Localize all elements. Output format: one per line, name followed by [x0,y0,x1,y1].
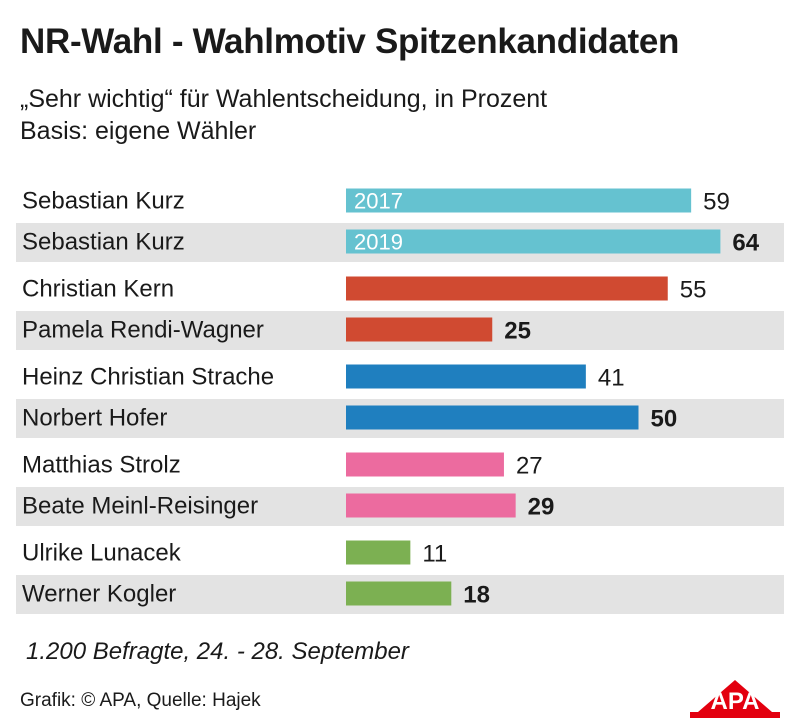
value-label: 11 [422,541,447,568]
bar-year-label: 2017 [354,189,403,214]
logo-text: APA [711,688,760,715]
value-label: 64 [732,230,759,257]
category-label: Beate Meinl-Reisinger [22,493,258,520]
category-label: Norbert Hofer [22,405,167,432]
chart-subtitle: „Sehr wichtig“ für Wahlentscheidung, in … [20,83,547,147]
value-label: 50 [651,406,678,433]
category-label: Pamela Rendi-Wagner [22,317,264,344]
survey-note: 1.200 Befragte, 24. - 28. September [26,638,409,665]
source-credit: Grafik: © APA, Quelle: Hajek [20,690,261,711]
bar [346,317,493,342]
bar [346,452,504,477]
bar [346,276,668,301]
bar [346,493,516,518]
category-label: Ulrike Lunacek [22,540,182,567]
apa-logo: APA [690,680,780,718]
bar [346,405,639,430]
value-label: 55 [680,277,707,304]
value-label: 41 [598,365,625,392]
value-label: 59 [703,189,730,216]
bar [346,581,452,606]
value-label: 18 [463,582,490,609]
category-label: Sebastian Kurz [22,188,185,215]
bar-chart: Sebastian Kurz 2017 59 Sebastian Kurz 2019 64… [16,188,784,614]
value-label: 29 [528,494,555,521]
value-label: 25 [504,318,531,345]
bar [346,364,586,389]
category-label: Christian Kern [22,276,174,303]
bar [346,188,692,213]
bar [346,540,411,565]
category-label: Matthias Strolz [22,452,181,479]
subtitle-line-2: Basis: eigene Wähler [20,117,257,145]
category-label: Sebastian Kurz [22,229,185,256]
category-label: Werner Kogler [22,581,176,608]
category-label: Heinz Christian Strache [22,364,274,391]
subtitle-line-1: „Sehr wichtig“ für Wahlentscheidung, in … [20,85,548,113]
value-label: 27 [516,453,543,480]
chart-title: NR-Wahl - Wahlmotiv Spitzenkandidaten [20,22,680,61]
bar [346,229,721,254]
bar-year-label: 2019 [354,230,403,255]
